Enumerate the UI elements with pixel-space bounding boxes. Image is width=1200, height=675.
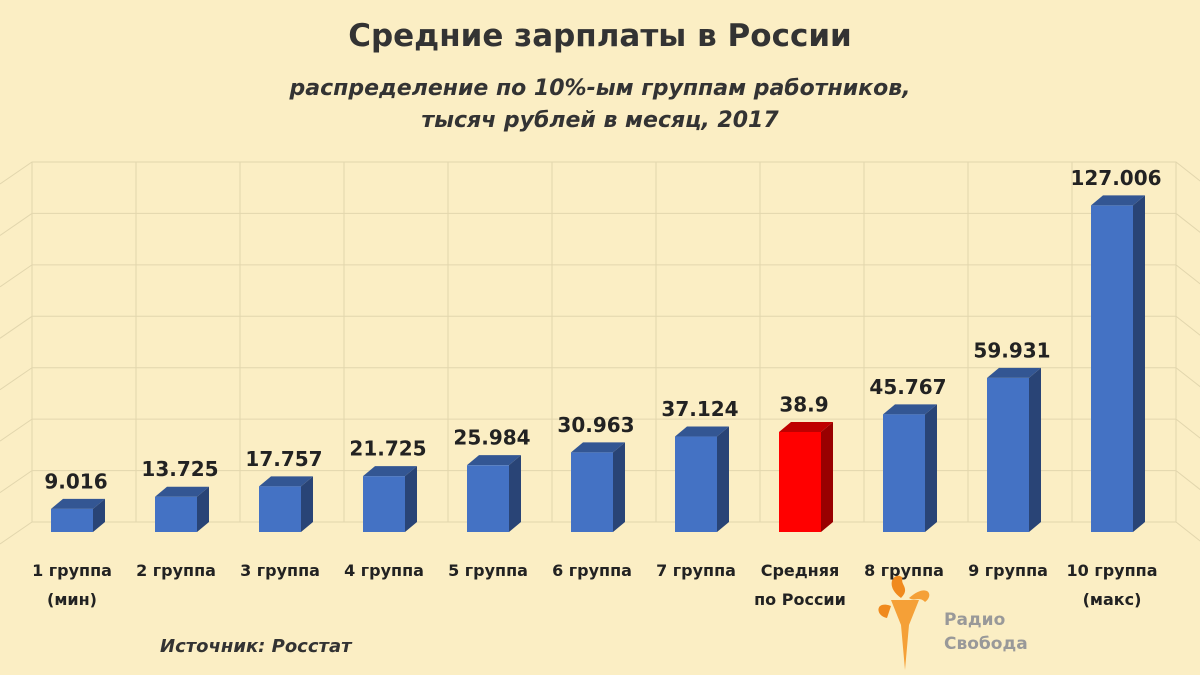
data-label: 9.016 bbox=[44, 469, 107, 493]
data-label: 38.9 bbox=[779, 392, 828, 416]
x-tick-label: 5 группа bbox=[448, 561, 528, 580]
x-tick-label: 10 группа (макс) bbox=[1066, 561, 1158, 609]
bar-top bbox=[571, 442, 625, 453]
bar-top bbox=[51, 498, 105, 509]
bar-top bbox=[883, 404, 937, 415]
bar bbox=[883, 414, 925, 532]
subtitle: тысяч рублей в месяц, 2017 bbox=[421, 108, 779, 133]
data-label: 45.767 bbox=[869, 375, 946, 399]
bar-side bbox=[925, 404, 937, 532]
bar-top bbox=[675, 426, 729, 437]
bar bbox=[675, 436, 717, 532]
logo-icon bbox=[878, 575, 930, 670]
data-label: 30.963 bbox=[557, 413, 634, 437]
bar bbox=[571, 452, 613, 532]
data-label: 25.984 bbox=[453, 426, 530, 450]
grid-line bbox=[0, 315, 1200, 339]
bar-top bbox=[259, 476, 313, 487]
x-tick-label: 2 группа bbox=[136, 561, 216, 580]
x-tick-label: 1 группа (мин) bbox=[32, 561, 112, 609]
logo-line: Радио bbox=[944, 610, 1006, 630]
data-label: 127.006 bbox=[1070, 166, 1161, 190]
bar-side bbox=[197, 486, 209, 532]
data-label: 13.725 bbox=[141, 457, 218, 481]
data-label: 37.124 bbox=[661, 397, 738, 421]
x-tick-label: 8 группа bbox=[864, 561, 944, 580]
subtitle: распределение по 10%-ым группам работник… bbox=[289, 76, 911, 101]
bar bbox=[1091, 205, 1133, 532]
data-label: 17.757 bbox=[245, 447, 322, 471]
bar-side bbox=[1133, 195, 1145, 532]
bar bbox=[363, 476, 405, 532]
x-tick-label: 7 группа bbox=[656, 561, 736, 580]
x-tick-label: 9 группа bbox=[968, 561, 1048, 580]
grid-line bbox=[0, 367, 1200, 391]
bar-side bbox=[1029, 367, 1041, 532]
bar bbox=[987, 377, 1029, 532]
bar-top bbox=[467, 455, 521, 466]
grid-line bbox=[0, 161, 1200, 185]
data-label: 21.725 bbox=[349, 437, 426, 461]
bar-side bbox=[405, 466, 417, 532]
bar bbox=[259, 486, 301, 532]
data-label: 59.931 bbox=[973, 338, 1050, 362]
bar-side bbox=[613, 442, 625, 532]
bar-top bbox=[363, 466, 417, 477]
x-tick-label: 4 группа bbox=[344, 561, 424, 580]
bar-side bbox=[821, 421, 833, 532]
chart-title: Средние зарплаты в России bbox=[348, 18, 852, 54]
bar-side bbox=[93, 498, 105, 532]
grid-line bbox=[0, 212, 1200, 236]
bar bbox=[779, 431, 821, 532]
bar-top bbox=[155, 486, 209, 497]
logo-line: Свобода bbox=[944, 634, 1028, 654]
logo-text: Радио Свобода bbox=[944, 608, 1028, 656]
bar-top bbox=[987, 367, 1041, 378]
bar-side bbox=[301, 476, 313, 532]
x-tick-label: 3 группа bbox=[240, 561, 320, 580]
bar bbox=[155, 496, 197, 532]
bar-top bbox=[1091, 195, 1145, 206]
bar-side bbox=[509, 455, 521, 532]
grid-line bbox=[0, 418, 1200, 442]
grid-line bbox=[0, 264, 1200, 288]
bar-top bbox=[779, 421, 833, 432]
bar bbox=[51, 508, 93, 532]
x-tick-label: 6 группа bbox=[552, 561, 632, 580]
bar-side bbox=[717, 426, 729, 532]
bar bbox=[467, 465, 509, 532]
source: Источник: Росстат bbox=[160, 636, 352, 657]
x-tick-label: Средняя по России bbox=[754, 561, 846, 609]
